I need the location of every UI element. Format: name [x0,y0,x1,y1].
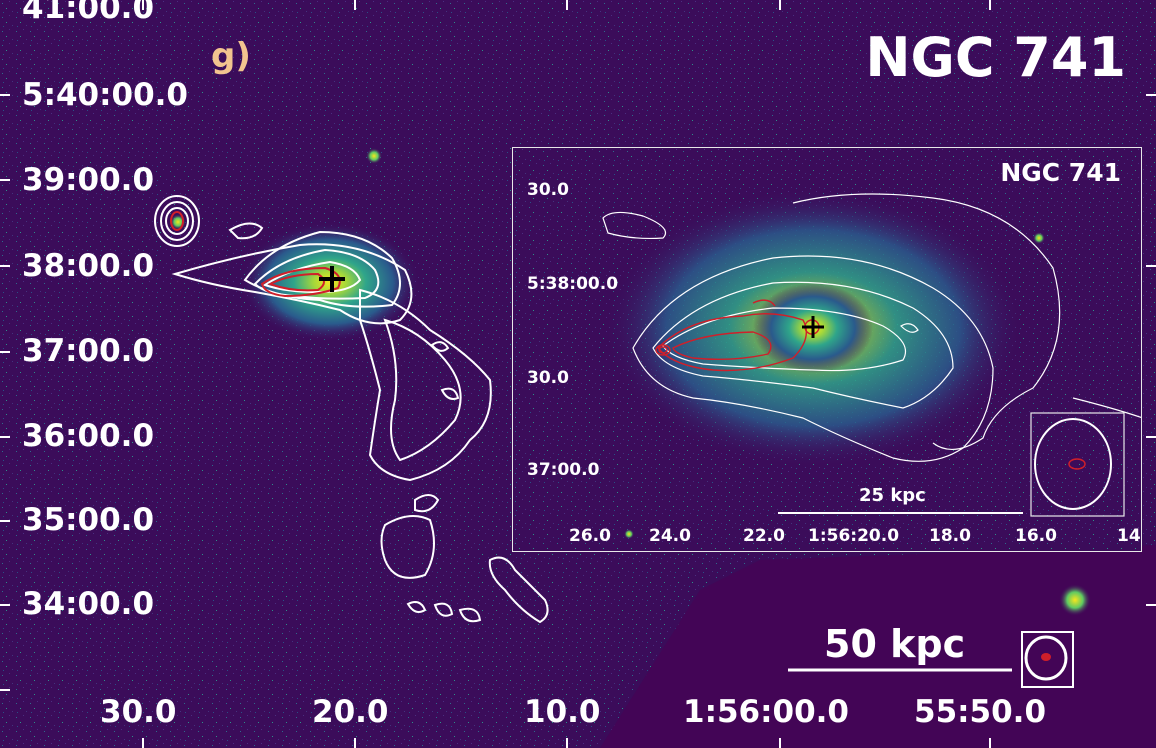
inset-ra-label: 1:56:20.0 [808,526,900,546]
inset-star [1033,232,1045,244]
ra-label: 30.0 [100,694,177,730]
ra-label: 20.0 [312,694,389,730]
bright-star [1059,584,1091,616]
inset-ra-label: 22.0 [743,526,785,546]
inset-ra-label: 14 [1117,526,1141,546]
masked-region [600,545,1156,748]
panel-label: g) [211,36,251,76]
ra-label: 10.0 [524,694,601,730]
dec-label: 37:00.0 [22,333,155,369]
star [366,148,382,164]
scale-bar-label: 50 kpc [824,622,966,666]
radio-contours [154,195,549,624]
dec-label: 5:40:00.0 [22,77,188,113]
inset-image [513,148,1141,551]
ra-label: 55:50.0 [914,694,1047,730]
inset-ra-label: 26.0 [569,526,611,546]
inset-dec-label: 30.0 [527,180,569,200]
dec-label: 39:00.0 [22,162,155,198]
inset-center-cross [802,316,824,338]
inset-title: NGC 741 [1000,158,1121,187]
dec-label: 34:00.0 [22,586,155,622]
inset-radio-contours [602,193,1141,462]
image-title: NGC 741 [865,26,1126,89]
inset-scale-bar-label: 25 kpc [859,485,926,506]
radio-beam [1024,635,1068,681]
inset-xray-beam [1068,458,1086,470]
inset-dec-label: 37:00.0 [527,460,600,480]
inset-dec-label: 5:38:00.0 [527,274,619,294]
beam-box [1021,631,1074,688]
xray-beam [1041,653,1051,661]
dec-label: 38:00.0 [22,248,155,284]
galaxy-center-cross [319,266,345,292]
inset-ra-label: 16.0 [1015,526,1057,546]
inset-ra-label: 24.0 [649,526,691,546]
inset-star [624,529,634,539]
inset-radio-beam [1034,418,1112,510]
ra-label: 1:56:00.0 [683,694,849,730]
inset-beam-box [1030,412,1125,517]
xray-contours [170,211,341,298]
inset-ra-label: 18.0 [929,526,971,546]
inset-panel: NGC 741 25 kpc 30.0 5:38:00.0 30.0 37:00… [512,147,1142,552]
dec-label: 36:00.0 [22,418,155,454]
dec-label: 35:00.0 [22,502,155,538]
dec-label: 41:00.0 [22,0,155,26]
inset-dec-label: 30.0 [527,368,569,388]
